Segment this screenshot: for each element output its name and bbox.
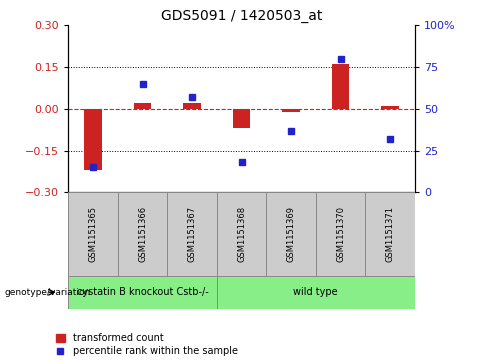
Text: genotype/variation: genotype/variation	[5, 288, 91, 297]
Bar	[266, 192, 316, 276]
Bar	[167, 192, 217, 276]
Bar	[283, 109, 300, 112]
Text: GSM1151370: GSM1151370	[336, 206, 345, 262]
Bar	[366, 192, 415, 276]
Text: GSM1151365: GSM1151365	[88, 206, 98, 262]
Bar	[316, 192, 366, 276]
Bar	[84, 109, 102, 170]
Title: GDS5091 / 1420503_at: GDS5091 / 1420503_at	[161, 9, 322, 23]
Bar	[217, 192, 266, 276]
Bar	[233, 109, 250, 129]
Bar	[382, 106, 399, 109]
Bar	[134, 103, 151, 109]
Bar	[183, 103, 201, 109]
Text: GSM1151371: GSM1151371	[386, 206, 395, 262]
Bar	[68, 276, 217, 309]
Text: GSM1151367: GSM1151367	[187, 206, 197, 262]
Text: cystatin B knockout Cstb-/-: cystatin B knockout Cstb-/-	[77, 287, 208, 297]
Legend: transformed count, percentile rank within the sample: transformed count, percentile rank withi…	[54, 331, 240, 358]
Text: wild type: wild type	[293, 287, 338, 297]
Bar	[217, 276, 415, 309]
Bar	[118, 192, 167, 276]
Text: GSM1151369: GSM1151369	[286, 206, 296, 262]
Text: GSM1151368: GSM1151368	[237, 206, 246, 262]
Text: GSM1151366: GSM1151366	[138, 206, 147, 262]
Bar	[68, 192, 118, 276]
Bar	[332, 64, 349, 109]
